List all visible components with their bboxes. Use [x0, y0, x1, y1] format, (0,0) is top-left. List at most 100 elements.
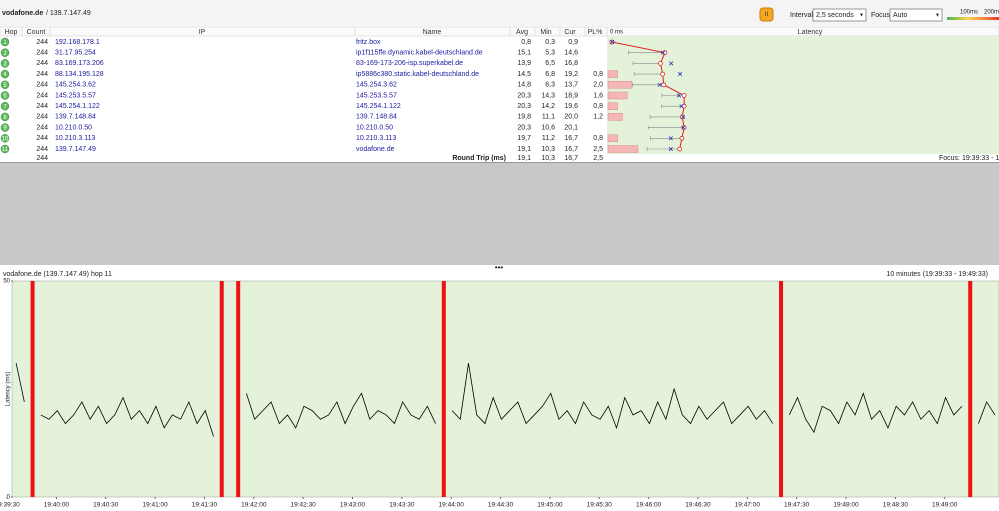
value-cell: 0,3: [545, 39, 555, 46]
column-header: IP: [199, 29, 206, 36]
packet-loss-marker: [236, 281, 241, 497]
pause-button[interactable]: [759, 7, 774, 22]
latency-area: [607, 36, 999, 154]
value-cell: 20,3: [517, 103, 531, 110]
interval-label: Interval: [790, 12, 813, 19]
value-cell: 19,8: [517, 114, 531, 121]
x-tick-label: 19:45:30: [587, 502, 613, 509]
value-cell: 16,7: [564, 135, 578, 142]
value-cell: 20,1: [564, 124, 578, 131]
value-cell: 20,3: [517, 124, 531, 131]
value-cell: 13,9: [517, 60, 531, 67]
value-cell: 19,6: [564, 103, 578, 110]
value-cell: 0,9: [568, 39, 578, 46]
value-cell: 0,8: [593, 103, 603, 110]
graph-title: vodafone.de (139.7.147.49) hop 11: [3, 271, 112, 278]
x-tick-label: 19:40:00: [44, 502, 70, 509]
value-cell: 244: [36, 124, 48, 131]
value-cell: 19,2: [564, 71, 578, 78]
hop-number: 8: [3, 115, 7, 121]
value-cell: 6,3: [545, 82, 555, 89]
value-cell: 6,8: [545, 71, 555, 78]
value-cell: 244: [36, 146, 48, 153]
hop-number: 1: [3, 40, 7, 46]
host-cell: 139.7.148.84: [356, 114, 397, 121]
host-cell: fritz.box: [356, 39, 381, 46]
packet-loss-bar: [607, 91, 628, 100]
latency-scale: [947, 17, 999, 20]
packet-loss-marker: [441, 281, 446, 497]
value-cell: 244: [36, 39, 48, 46]
x-tick-label: 19:39:30: [0, 502, 20, 509]
value-cell: 244: [36, 114, 48, 121]
column-header: Avg: [516, 29, 528, 36]
value-cell: 244: [36, 92, 48, 99]
value-cell: 244: [36, 103, 48, 110]
interval-value: 2,5 seconds: [816, 12, 854, 19]
latency-zero-label: 0 ms: [610, 30, 623, 36]
packet-loss-bar: [607, 102, 618, 110]
hop-number: 4: [3, 72, 7, 78]
value-cell: 11,1: [542, 114, 555, 121]
value-cell: 14,8: [517, 82, 531, 89]
packet-loss-bar: [607, 70, 618, 78]
x-tick-label: 19:49:00: [932, 502, 958, 509]
host-cell: 145.254.3.62: [356, 82, 397, 89]
focus-label: Focus: [871, 12, 891, 19]
column-header: PL%: [588, 29, 603, 36]
host-cell: 83-169-173-206-isp.superkabel.de: [356, 60, 463, 67]
cur-marker: [657, 82, 662, 87]
value-cell: 13,7: [564, 82, 578, 89]
value-cell: 0,8: [521, 39, 531, 46]
value-cell: 16,8: [564, 60, 578, 67]
plot-area: [11, 280, 999, 498]
summary-value: 16,7: [564, 155, 578, 162]
value-cell: 244: [36, 82, 48, 89]
graph-range: 10 minutes (19:39:33 - 19:49:33): [886, 271, 988, 278]
value-cell: 14,2: [541, 103, 555, 110]
cur-marker: [669, 61, 674, 66]
cur-marker: [668, 146, 673, 152]
summary-focus: Focus: 19:39:33 - 19:49:33: [939, 155, 999, 162]
hop-icon: [0, 144, 10, 154]
value-cell: 244: [36, 60, 48, 67]
host-cell: 88.134.195.128: [55, 71, 104, 78]
packet-loss-bar: [607, 145, 639, 153]
packet-loss-bar: [607, 113, 623, 121]
host-cell: 145.254.3.62: [55, 82, 96, 89]
splitter-handle[interactable]: •••: [495, 263, 504, 272]
y-axis-label: Latency (ms): [6, 372, 12, 407]
focus-select[interactable]: [889, 8, 943, 22]
x-tick-label: 19:47:00: [735, 502, 761, 509]
avg-marker: [681, 125, 687, 130]
column-header: Count: [27, 29, 46, 36]
focus-value: Auto: [893, 12, 908, 19]
hop-number: 11: [2, 147, 9, 153]
latency-line: [40, 396, 214, 437]
packet-loss-marker: [30, 281, 35, 497]
hop-number: 6: [3, 94, 7, 100]
cur-marker: [668, 136, 673, 141]
cur-marker: [676, 93, 682, 98]
host-cell: ip1f115ffe.dynamic.kabel-deutschland.de: [356, 50, 483, 57]
cur-marker: [679, 104, 684, 109]
y-tick-label: 0: [7, 495, 11, 501]
avg-marker: [679, 114, 685, 120]
value-cell: 1,2: [593, 114, 603, 121]
host-cell: ip5886c380.static.kabel-deutschland.de: [356, 71, 479, 78]
hop-number: 7: [3, 104, 7, 110]
host-cell: 145.254.1.122: [356, 103, 401, 110]
x-tick-label: 19:44:00: [439, 502, 465, 509]
interval-select[interactable]: [812, 8, 867, 22]
x-tick-label: 19:42:00: [241, 502, 267, 509]
x-tick-label: 19:42:30: [291, 502, 317, 509]
packet-loss-marker: [779, 281, 784, 497]
host-cell: 145.254.1.122: [55, 103, 100, 110]
dropdown-arrow: ▼: [935, 12, 940, 18]
value-cell: 6,5: [545, 60, 555, 67]
host-cell: 31.17.95.254: [55, 50, 96, 57]
avg-marker: [681, 93, 687, 98]
value-cell: 0,8: [593, 71, 603, 78]
column-header: Hop: [5, 29, 18, 36]
